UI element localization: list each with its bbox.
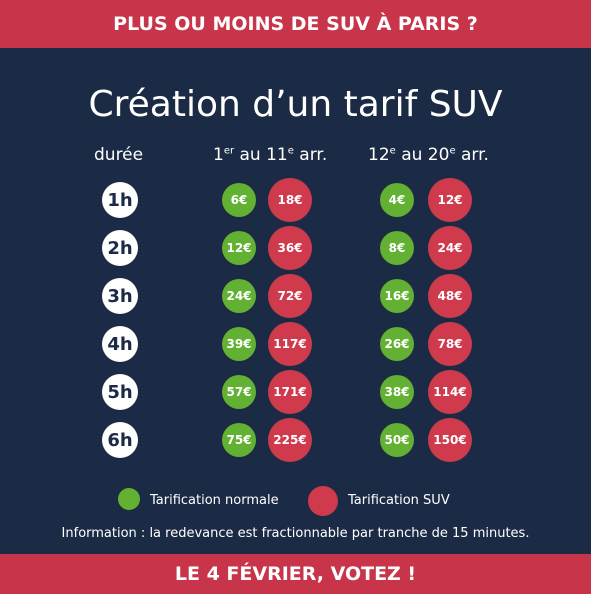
- duration-badge: 6h: [102, 422, 138, 458]
- column-header-duration: durée: [94, 145, 144, 165]
- table-row: 1h 6€ 18€ 4€ 12€: [0, 178, 591, 228]
- zone1-normal-price: 6€: [222, 183, 256, 217]
- zone2-suv-price: 78€: [428, 322, 472, 366]
- duration-badge: 5h: [102, 374, 138, 410]
- zone1-suv-price: 117€: [268, 322, 312, 366]
- page-title: Création d’un tarif SUV: [88, 84, 503, 125]
- top-banner: PLUS OU MOINS DE SUV À PARIS ?: [0, 0, 591, 48]
- zone2-suv-price: 48€: [428, 274, 472, 318]
- legend-suv-label: Tarification SUV: [348, 493, 450, 508]
- zone2-suv-price: 114€: [428, 370, 472, 414]
- column-header-zone1: 1er au 11e arr.: [213, 145, 328, 165]
- zone1-suv-price: 18€: [268, 178, 312, 222]
- zone1-normal-price: 24€: [222, 279, 256, 313]
- zone1-normal-price: 57€: [222, 375, 256, 409]
- zone2-normal-price: 16€: [380, 279, 414, 313]
- legend-suv-swatch: [308, 486, 338, 516]
- zone1-suv-price: 72€: [268, 274, 312, 318]
- top-banner-text: PLUS OU MOINS DE SUV À PARIS ?: [113, 13, 478, 35]
- zone2-normal-price: 8€: [380, 231, 414, 265]
- bottom-banner: LE 4 FÉVRIER, VOTEZ !: [0, 554, 591, 594]
- zone2-suv-price: 24€: [428, 226, 472, 270]
- table-row: 6h 75€ 225€ 50€ 150€: [0, 418, 591, 468]
- zone2-normal-price: 38€: [380, 375, 414, 409]
- legend-normal-label: Tarification normale: [150, 493, 279, 508]
- column-header-zone2: 12e au 20e arr.: [368, 145, 489, 165]
- zone2-normal-price: 4€: [380, 183, 414, 217]
- zone1-normal-price: 75€: [222, 423, 256, 457]
- zone1-suv-price: 36€: [268, 226, 312, 270]
- zone2-normal-price: 26€: [380, 327, 414, 361]
- legend-normal-swatch: [118, 488, 140, 510]
- zone2-suv-price: 12€: [428, 178, 472, 222]
- zone1-normal-price: 39€: [222, 327, 256, 361]
- duration-badge: 1h: [102, 182, 138, 218]
- duration-badge: 3h: [102, 278, 138, 314]
- zone1-suv-price: 171€: [268, 370, 312, 414]
- duration-badge: 4h: [102, 326, 138, 362]
- table-row: 3h 24€ 72€ 16€ 48€: [0, 274, 591, 324]
- zone2-suv-price: 150€: [428, 418, 472, 462]
- table-row: 5h 57€ 171€ 38€ 114€: [0, 370, 591, 420]
- zone1-suv-price: 225€: [268, 418, 312, 462]
- bottom-banner-text: LE 4 FÉVRIER, VOTEZ !: [174, 563, 417, 585]
- zone2-normal-price: 50€: [380, 423, 414, 457]
- info-note: Information : la redevance est fractionn…: [61, 526, 530, 541]
- table-row: 2h 12€ 36€ 8€ 24€: [0, 226, 591, 276]
- table-row: 4h 39€ 117€ 26€ 78€: [0, 322, 591, 372]
- zone1-normal-price: 12€: [222, 231, 256, 265]
- duration-badge: 2h: [102, 230, 138, 266]
